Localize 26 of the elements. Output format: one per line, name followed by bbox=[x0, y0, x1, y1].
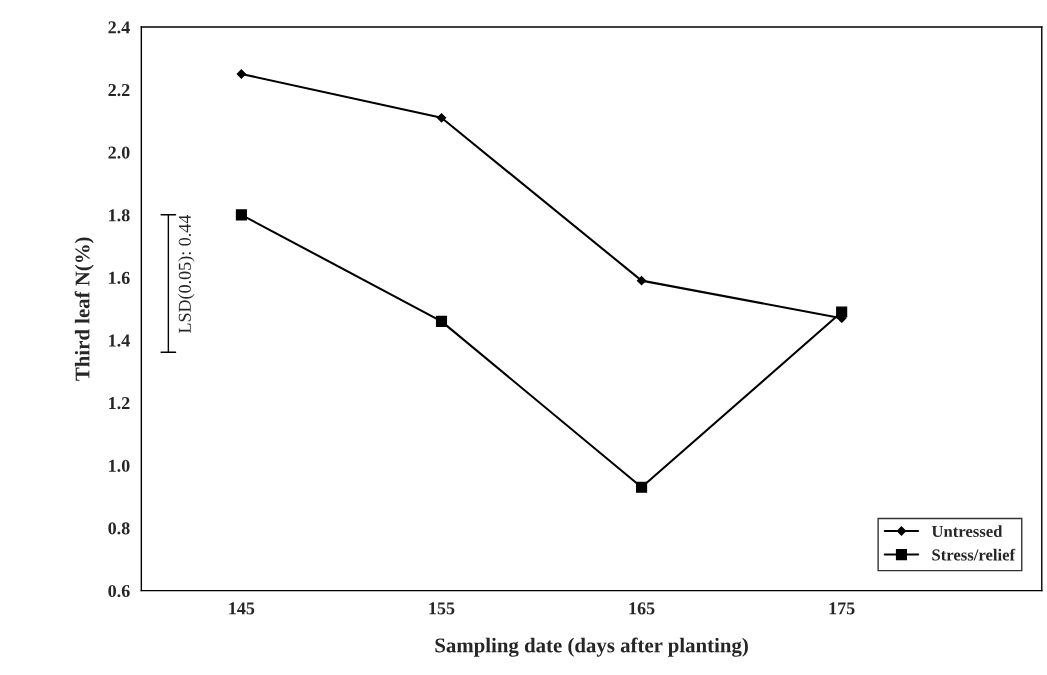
point bbox=[636, 276, 647, 286]
point bbox=[235, 209, 247, 221]
y-tick-label: 1.4 bbox=[109, 334, 130, 347]
y-tick-label: 0.6 bbox=[108, 584, 130, 598]
x-tick-label: 155 bbox=[429, 602, 455, 615]
y-tick-label: 1.6 bbox=[109, 271, 130, 285]
y-tick-label: 1.0 bbox=[109, 459, 130, 472]
y-tick-label: 1.2 bbox=[109, 397, 130, 410]
y-tick-label: 0.8 bbox=[108, 522, 130, 535]
annotation: LSD(0.05): 0.44 bbox=[178, 214, 195, 334]
y-tick-label: 1.8 bbox=[109, 209, 130, 222]
x-tick-label: 145 bbox=[229, 602, 255, 615]
point bbox=[636, 481, 648, 493]
y-tick-label: 2.2 bbox=[108, 83, 130, 97]
x-tick-label: 165 bbox=[629, 602, 655, 615]
x-tick-label: 175 bbox=[829, 602, 855, 615]
point bbox=[236, 69, 247, 79]
point bbox=[836, 306, 848, 318]
legend-label: Stress/relief bbox=[932, 548, 1016, 561]
y-tick-label: 2.4 bbox=[108, 21, 130, 34]
point bbox=[436, 113, 447, 123]
y-axis-title: Third leaf N(%) bbox=[74, 237, 94, 381]
y-tick-label: 2.0 bbox=[108, 146, 130, 159]
x-axis-title: Sampling date (days after planting) bbox=[435, 637, 748, 657]
legend-label: Untressed bbox=[931, 525, 1003, 538]
point bbox=[435, 315, 448, 327]
